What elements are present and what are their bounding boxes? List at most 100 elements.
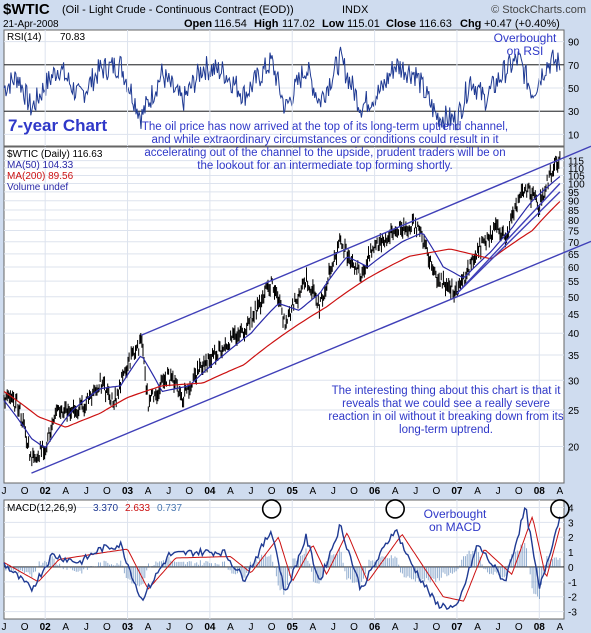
price-tick-label: 65 bbox=[568, 250, 580, 261]
x-axis: J J O O 02 02 A A J J O O 03 03 A A J J O O 04 04 A A J J O O 05 05 A A… bbox=[2, 486, 564, 633]
x-tick-label: A bbox=[392, 486, 399, 497]
price-tick-label: 95 bbox=[568, 188, 580, 199]
x-tick-label: 06 bbox=[369, 622, 381, 633]
macd-tick-label: -3 bbox=[568, 608, 577, 619]
seven-year-label: 7-year Chart bbox=[8, 116, 108, 135]
price-legend: $WTIC (Daily) 116.63 MA(50) 104.33 MA(20… bbox=[7, 149, 103, 193]
x-tick-label: 07 bbox=[451, 486, 463, 497]
rsi-tick-label: 10 bbox=[568, 130, 580, 141]
overbought-rsi-note: Overbought on RSI bbox=[493, 31, 557, 58]
x-tick-label: 02 bbox=[40, 622, 52, 633]
macd-line bbox=[3, 506, 561, 610]
rsi-layer: 10 30 50 70 90 bbox=[3, 38, 580, 141]
macd-tick-label: 0 bbox=[568, 563, 574, 574]
channel-line bbox=[456, 182, 561, 295]
x-tick-label: J bbox=[331, 486, 336, 497]
price-tick-label: 50 bbox=[568, 293, 580, 304]
x-tick-label: 04 bbox=[204, 486, 216, 497]
macd-title: MACD(12,26,9) bbox=[7, 503, 76, 514]
x-tick-label: 03 bbox=[122, 622, 134, 633]
x-tick-label: O bbox=[515, 622, 523, 633]
open-value: 116.54 bbox=[214, 18, 247, 30]
x-tick-label: 08 bbox=[534, 486, 546, 497]
macd-tick-label: 3 bbox=[568, 518, 574, 529]
rsi-title: RSI(14) bbox=[7, 32, 41, 43]
x-tick-label: 03 bbox=[122, 486, 134, 497]
x-tick-label: A bbox=[474, 622, 481, 633]
rsi-value: 70.83 bbox=[60, 32, 85, 43]
macd-hist-value: 0.737 bbox=[157, 503, 182, 514]
x-tick-label: 06 bbox=[369, 486, 381, 497]
x-tick-label: J bbox=[331, 622, 336, 633]
x-tick-label: J bbox=[84, 622, 89, 633]
x-tick-label: A bbox=[62, 486, 69, 497]
price-tick-label: 80 bbox=[568, 216, 580, 227]
channel-line bbox=[456, 191, 561, 295]
legend-ma200: MA(200) 89.56 bbox=[7, 171, 74, 182]
x-tick-label: A bbox=[62, 622, 69, 633]
rsi-tick-label: 30 bbox=[568, 107, 580, 118]
chg-label: Chg bbox=[460, 18, 481, 30]
price-bars bbox=[3, 151, 561, 467]
bottom-note: The interesting thing about this chart i… bbox=[328, 385, 564, 436]
x-tick-label: J bbox=[413, 486, 418, 497]
channel-line bbox=[31, 240, 591, 474]
x-tick-label: O bbox=[21, 622, 29, 633]
rsi-tick-label: 50 bbox=[568, 84, 580, 95]
rsi-line bbox=[3, 46, 561, 131]
x-tick-label: 02 bbox=[40, 486, 52, 497]
price-layer: 2025303540455055606570758085909510010511… bbox=[3, 30, 591, 619]
x-tick-label: 05 bbox=[287, 622, 299, 633]
open-label: Open bbox=[184, 18, 212, 30]
channel-line bbox=[140, 145, 591, 336]
price-tick-label: 20 bbox=[568, 443, 580, 454]
x-tick-label: A bbox=[474, 486, 481, 497]
x-tick-label: O bbox=[350, 486, 358, 497]
x-tick-label: O bbox=[103, 622, 111, 633]
price-tick-label: 25 bbox=[568, 406, 580, 417]
overbought-macd-note: Overbought on MACD bbox=[423, 507, 487, 534]
chg-value: +0.47 (+0.40%) bbox=[484, 18, 560, 30]
x-tick-label: 04 bbox=[204, 622, 216, 633]
top-note: The oil price has now arrived at the top… bbox=[141, 121, 509, 172]
close-label: Close bbox=[386, 18, 416, 30]
x-tick-label: 08 bbox=[534, 622, 546, 633]
ma200-line bbox=[3, 201, 561, 428]
legend-volume: Volume undef bbox=[7, 182, 68, 193]
price-tick-label: 90 bbox=[568, 197, 580, 208]
price-tick-label: 40 bbox=[568, 329, 580, 340]
x-tick-label: J bbox=[84, 486, 89, 497]
macd-tick-label: -2 bbox=[568, 593, 577, 604]
x-tick-label: O bbox=[432, 486, 440, 497]
x-tick-label: J bbox=[166, 622, 171, 633]
x-tick-label: A bbox=[557, 486, 564, 497]
macd-tick-label: -1 bbox=[568, 578, 577, 589]
price-tick-label: 115 bbox=[568, 157, 584, 168]
macd-value: 3.370 bbox=[93, 503, 118, 514]
x-tick-label: J bbox=[413, 622, 418, 633]
x-tick-label: J bbox=[249, 622, 254, 633]
chart-date: 21-Apr-2008 bbox=[3, 19, 59, 30]
symbol-name: (Oil - Light Crude - Continuous Contract… bbox=[62, 4, 294, 16]
overbought-circle bbox=[385, 499, 405, 519]
x-tick-label: A bbox=[309, 486, 316, 497]
price-tick-label: 100 bbox=[568, 179, 585, 190]
macd-tick-label: 4 bbox=[568, 503, 574, 514]
x-tick-label: 07 bbox=[451, 622, 463, 633]
x-tick-label: O bbox=[185, 622, 193, 633]
macd-tick-label: 1 bbox=[568, 548, 574, 559]
x-tick-label: O bbox=[515, 486, 523, 497]
x-tick-label: J bbox=[2, 486, 7, 497]
price-tick-label: 85 bbox=[568, 206, 580, 217]
x-tick-label: O bbox=[268, 486, 276, 497]
macd-signal-line bbox=[3, 515, 561, 602]
x-tick-label: J bbox=[249, 486, 254, 497]
price-tick-label: 35 bbox=[568, 351, 580, 362]
x-tick-label: A bbox=[227, 622, 234, 633]
x-tick-label: O bbox=[21, 486, 29, 497]
price-tick-label: 105 bbox=[568, 171, 585, 182]
price-tick-label: 45 bbox=[568, 310, 580, 321]
price-tick-label: 110 bbox=[568, 164, 584, 175]
x-tick-label: O bbox=[432, 622, 440, 633]
